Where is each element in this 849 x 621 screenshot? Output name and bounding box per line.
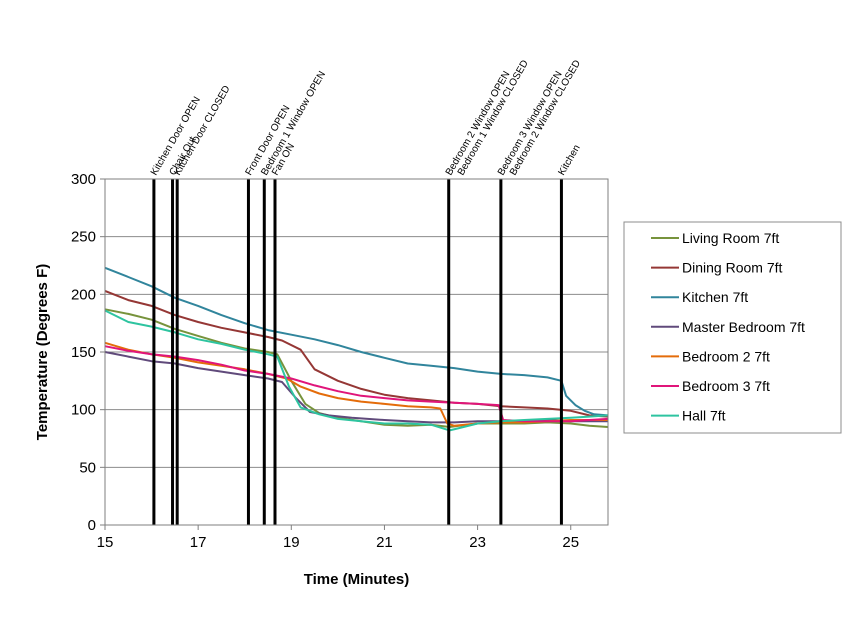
series-line-dining-room-7ft [104, 289, 609, 418]
event-label: Bedroom 1 Window OPEN [259, 69, 328, 177]
y-tick-label: 150 [71, 344, 96, 361]
series-line-hall-7ft [104, 309, 609, 432]
legend-label: Kitchen 7ft [682, 289, 748, 305]
legend-label: Hall 7ft [682, 408, 726, 424]
legend-label: Master Bedroom 7ft [682, 319, 805, 335]
x-tick-label: 15 [97, 534, 114, 551]
legend: Living Room 7ft Dining Room 7ft Kitchen 7f… [623, 221, 842, 434]
event-label: Kitchen [556, 143, 582, 177]
series-line-bedroom-3-7ft [104, 345, 609, 423]
series-line-bedroom-2-7ft [104, 341, 608, 427]
y-tick-label: 300 [71, 171, 96, 188]
x-tick-label: 19 [283, 534, 300, 551]
x-tick-label: 23 [469, 534, 486, 551]
legend-box [623, 221, 842, 434]
x-tick-label: 17 [190, 534, 207, 551]
y-tick-label: 50 [79, 459, 96, 476]
legend-label: Dining Room 7ft [682, 260, 782, 276]
axes: 0 50 100 150 200 250 300 15 17 19 21 23 25 [71, 171, 579, 551]
series-line-kitchen-7ft [104, 266, 609, 417]
y-tick-label: 200 [71, 286, 96, 303]
y-tick-label: 250 [71, 229, 96, 246]
legend-label: Bedroom 2 7ft [682, 348, 770, 364]
x-tick-label: 21 [376, 534, 393, 551]
y-tick-label: 0 [88, 517, 96, 534]
x-axis-title: Time (Minutes) [304, 571, 410, 588]
legend-label: Bedroom 3 7ft [682, 378, 770, 394]
x-tick-label: 25 [562, 534, 579, 551]
y-axis-title: Temperature (Degrees F) [34, 264, 51, 440]
legend-label: Living Room 7ft [682, 230, 779, 246]
series-lines [104, 266, 609, 432]
y-tick-label: 100 [71, 402, 96, 419]
